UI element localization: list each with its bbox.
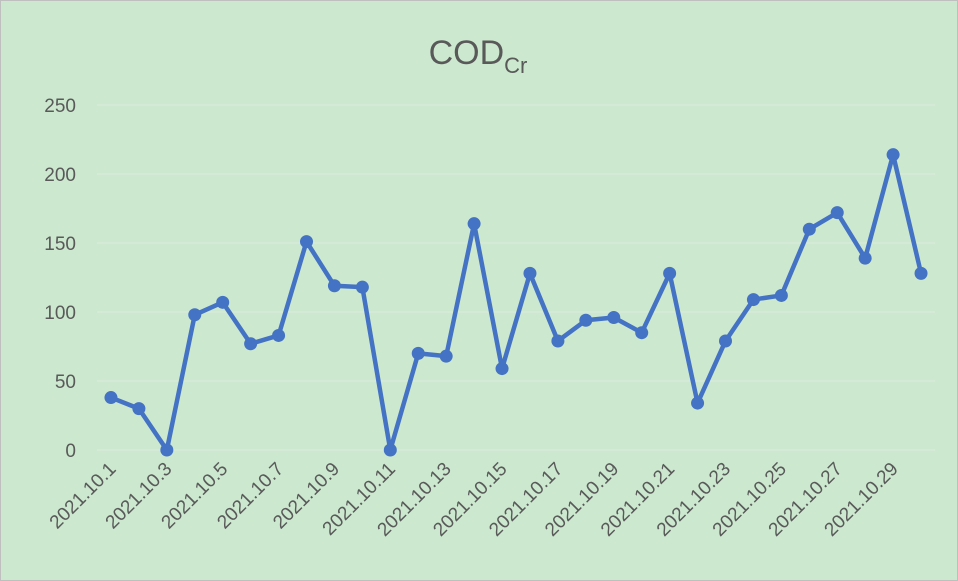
data-point — [691, 396, 705, 410]
data-point — [858, 251, 872, 265]
title-subscript: Cr — [504, 53, 527, 78]
data-point — [327, 279, 341, 293]
data-point — [523, 266, 537, 280]
data-point — [719, 334, 732, 348]
data-point — [914, 266, 928, 280]
data-point — [774, 288, 788, 302]
data-point — [663, 266, 677, 280]
data-point — [216, 295, 230, 309]
data-point — [300, 235, 313, 249]
data-point — [439, 349, 453, 363]
data-point — [160, 443, 174, 457]
data-point — [244, 337, 258, 351]
data-point — [132, 402, 146, 416]
data-point — [272, 328, 286, 342]
data-point — [830, 206, 844, 220]
data-point — [635, 326, 649, 340]
y-tick-label: 150 — [44, 234, 76, 255]
data-point — [495, 362, 509, 376]
data-point — [355, 280, 369, 294]
y-tick-label: 100 — [44, 303, 76, 324]
y-tick-label: 250 — [44, 96, 76, 117]
y-tick-label: 0 — [65, 441, 76, 462]
series-line — [110, 152, 924, 453]
y-tick-label: 50 — [55, 372, 76, 393]
data-point — [188, 308, 202, 322]
data-point — [551, 334, 565, 348]
data-point — [607, 311, 621, 325]
data-point — [579, 313, 593, 327]
data-point — [886, 148, 900, 162]
title-main: COD — [429, 34, 505, 72]
data-point — [104, 391, 118, 405]
data-point — [802, 222, 816, 236]
data-point — [746, 293, 760, 307]
data-point — [383, 443, 397, 457]
y-tick-label: 200 — [44, 165, 76, 186]
data-point — [467, 217, 481, 231]
data-point — [411, 346, 425, 360]
chart-title: CODCr — [429, 34, 528, 78]
